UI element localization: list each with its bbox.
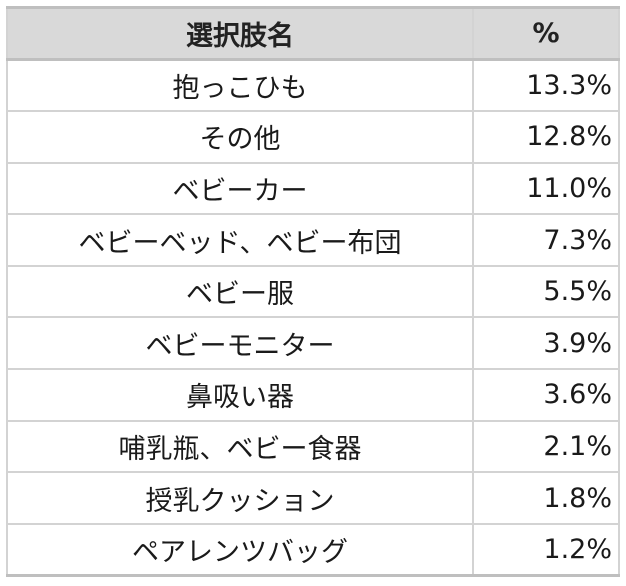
- table-row: 抱っこひも 13.3%: [6, 58, 620, 113]
- row-option-name: ペアレンツバッグ: [6, 522, 474, 577]
- row-option-name: ベビー服: [6, 264, 474, 319]
- table-row: ベビー服 5.5%: [6, 264, 620, 319]
- row-percent: 3.6%: [472, 368, 620, 422]
- row-option-name: その他: [6, 110, 474, 164]
- row-percent: 1.2%: [472, 522, 620, 577]
- table-header-row: 選択肢名 %: [6, 6, 620, 61]
- table-row: 授乳クッション 1.8%: [6, 471, 620, 525]
- results-table: 選択肢名 % 抱っこひも 13.3% その他 12.8% ベビーカー 11.0%…: [6, 6, 620, 577]
- results-table-container: 選択肢名 % 抱っこひも 13.3% その他 12.8% ベビーカー 11.0%…: [6, 6, 620, 577]
- row-percent: 1.8%: [472, 471, 620, 525]
- row-option-name: 鼻吸い器: [6, 368, 474, 422]
- row-option-name: ベビーベッド、ベビー布団: [6, 213, 474, 267]
- table-row: ベビーカー 11.0%: [6, 161, 620, 216]
- header-percent: %: [472, 6, 620, 61]
- row-percent: 5.5%: [472, 264, 620, 319]
- table-row: ベビーモニター 3.9%: [6, 316, 620, 371]
- table-row: 哺乳瓶、ベビー食器 2.1%: [6, 419, 620, 474]
- row-percent: 11.0%: [472, 161, 620, 216]
- table-row: その他 12.8%: [6, 110, 620, 164]
- row-option-name: ベビーカー: [6, 161, 474, 216]
- header-option-name: 選択肢名: [6, 6, 474, 61]
- row-option-name: 授乳クッション: [6, 471, 474, 525]
- row-percent: 7.3%: [472, 213, 620, 267]
- table-row: ベビーベッド、ベビー布団 7.3%: [6, 213, 620, 267]
- row-option-name: ベビーモニター: [6, 316, 474, 371]
- row-percent: 12.8%: [472, 110, 620, 164]
- table-row: 鼻吸い器 3.6%: [6, 368, 620, 422]
- row-option-name: 抱っこひも: [6, 58, 474, 113]
- row-option-name: 哺乳瓶、ベビー食器: [6, 419, 474, 474]
- row-percent: 3.9%: [472, 316, 620, 371]
- row-percent: 2.1%: [472, 419, 620, 474]
- row-percent: 13.3%: [472, 58, 620, 113]
- table-row: ペアレンツバッグ 1.2%: [6, 522, 620, 577]
